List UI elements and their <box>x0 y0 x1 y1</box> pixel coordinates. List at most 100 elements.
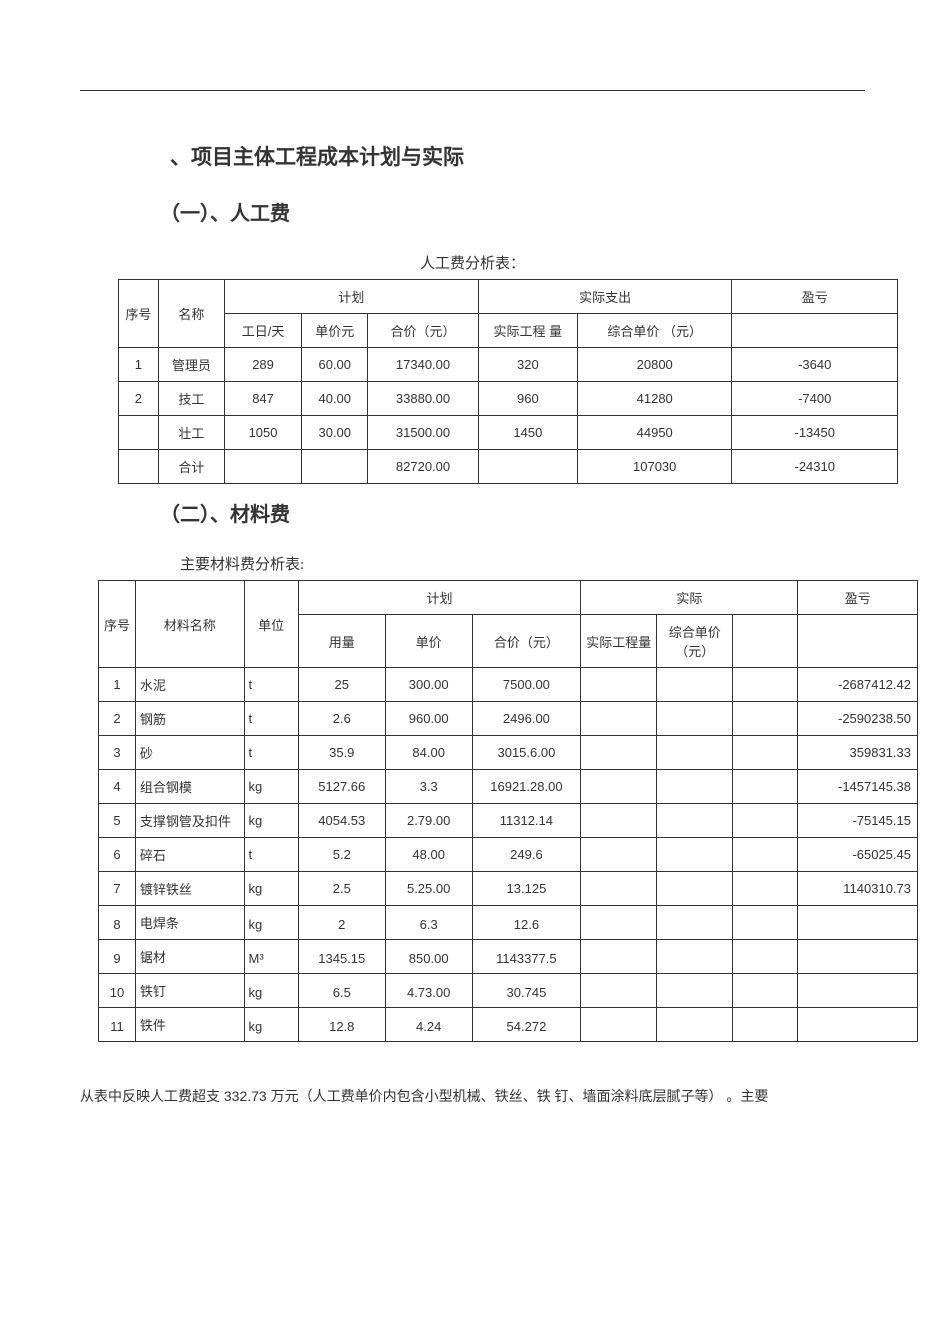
cell-qty: 6.5 <box>298 974 385 1008</box>
cell-x <box>733 872 798 906</box>
cell-pl <box>798 1008 918 1042</box>
cell-qty: 2.5 <box>298 872 385 906</box>
table-row: 7镀锌铁丝kg2.55.25.0013.1251140310.73 <box>99 872 918 906</box>
cell-au <box>657 906 733 940</box>
cell-x <box>733 804 798 838</box>
cell-price: 4.73.00 <box>385 974 472 1008</box>
cell-au <box>657 702 733 736</box>
cell-name: 电焊条 <box>135 906 244 940</box>
cell-au <box>657 872 733 906</box>
table-row: 合计82720.00107030-24310 <box>119 450 898 484</box>
cell-tot: 249.6 <box>472 838 581 872</box>
table-row: 11铁件kg12.84.2454.272 <box>99 1008 918 1042</box>
cell-up: 40.00 <box>302 382 368 416</box>
section-2-heading: （二）、材料费 <box>160 498 865 527</box>
cell-seq: 6 <box>99 838 136 872</box>
cell-name: 钢筋 <box>135 702 244 736</box>
cell-price: 960.00 <box>385 702 472 736</box>
cell-name: 镀锌铁丝 <box>135 872 244 906</box>
cell-aq <box>581 1008 657 1042</box>
cell-aq <box>581 872 657 906</box>
table-row: 4组合钢模kg5127.663.316921.28.00-1457145.38 <box>99 770 918 804</box>
th2-actunit: 综合单价（元） <box>657 615 733 668</box>
cell-x <box>733 974 798 1008</box>
cell-pl: 359831.33 <box>798 736 918 770</box>
cell-unit: t <box>244 702 298 736</box>
cell-tot: 30.745 <box>472 974 581 1008</box>
cell-price: 48.00 <box>385 838 472 872</box>
cell-name: 铁钉 <box>135 974 244 1008</box>
th2-extra <box>733 615 798 668</box>
cell-au <box>657 668 733 702</box>
cell-qty: 1345.15 <box>298 940 385 974</box>
section-1-heading: （一）、人工费 <box>160 197 865 226</box>
cell-seq: 8 <box>99 906 136 940</box>
cell-wd: 847 <box>224 382 301 416</box>
cell-price: 84.00 <box>385 736 472 770</box>
top-rule <box>80 90 865 91</box>
cell-up <box>302 450 368 484</box>
th-actqty: 实际工程 量 <box>478 314 577 348</box>
table-row: 6碎石t5.248.00249.6-65025.45 <box>99 838 918 872</box>
cell-name: 壮工 <box>158 416 224 450</box>
cell-name: 砂 <box>135 736 244 770</box>
cell-price: 4.24 <box>385 1008 472 1042</box>
th2-plan: 计划 <box>298 581 580 615</box>
cell-au: 41280 <box>577 382 731 416</box>
cell-aq <box>581 906 657 940</box>
cell-name: 铁件 <box>135 1008 244 1042</box>
th2-unit: 单位 <box>244 581 298 668</box>
cell-unit: kg <box>244 804 298 838</box>
cell-aq: 960 <box>478 382 577 416</box>
cell-seq <box>119 416 159 450</box>
cell-pl: -65025.45 <box>798 838 918 872</box>
cell-up: 60.00 <box>302 348 368 382</box>
cell-seq: 3 <box>99 736 136 770</box>
cell-au <box>657 736 733 770</box>
th-plan: 计划 <box>224 280 478 314</box>
th2-actqty: 实际工程量 <box>581 615 657 668</box>
cell-pl: -24310 <box>732 450 898 484</box>
summary-paragraph: 从表中反映人工费超支 332.73 万元（人工费单价内包含小型机械、铁丝、铁 钉… <box>80 1082 865 1110</box>
cell-x <box>733 1008 798 1042</box>
cell-tot: 11312.14 <box>472 804 581 838</box>
cell-unit: t <box>244 838 298 872</box>
cell-tot: 33880.00 <box>368 382 478 416</box>
cell-aq <box>581 770 657 804</box>
cell-tot: 54.272 <box>472 1008 581 1042</box>
cell-seq <box>119 450 159 484</box>
th-name: 名称 <box>158 280 224 348</box>
cell-tot: 16921.28.00 <box>472 770 581 804</box>
cell-name: 支撑钢管及扣件 <box>135 804 244 838</box>
cell-tot: 2496.00 <box>472 702 581 736</box>
cell-seq: 1 <box>119 348 159 382</box>
cell-x <box>733 770 798 804</box>
th-workday: 工日/天 <box>224 314 301 348</box>
labor-cost-table: 序号 名称 计划 实际支出 盈亏 工日/天 单价元 合价（元） 实际工程 量 综… <box>118 279 898 484</box>
document-page: 、项目主体工程成本计划与实际 （一）、人工费 人工费分析表： 序号 名称 计划 … <box>0 0 945 1170</box>
table-row: 9锯材M³1345.15850.001143377.5 <box>99 940 918 974</box>
cell-pl: -75145.15 <box>798 804 918 838</box>
table-row: 壮工105030.0031500.00145044950-13450 <box>119 416 898 450</box>
cell-qty: 25 <box>298 668 385 702</box>
th-unitprice: 单价元 <box>302 314 368 348</box>
cell-qty: 2.6 <box>298 702 385 736</box>
table-2-title: 主要材料费分析表: <box>180 553 865 574</box>
cell-seq: 2 <box>119 382 159 416</box>
cell-pl: 1140310.73 <box>798 872 918 906</box>
th2-total: 合价（元） <box>472 615 581 668</box>
cell-tot: 82720.00 <box>368 450 478 484</box>
cell-au <box>657 804 733 838</box>
cell-aq <box>581 668 657 702</box>
cell-aq <box>478 450 577 484</box>
th2-pl-blank <box>798 615 918 668</box>
table-row: 1管理员28960.0017340.0032020800-3640 <box>119 348 898 382</box>
cell-name: 碎石 <box>135 838 244 872</box>
cell-aq: 320 <box>478 348 577 382</box>
cell-seq: 7 <box>99 872 136 906</box>
cell-tot: 1143377.5 <box>472 940 581 974</box>
table-row: 1水泥t25300.007500.00-2687412.42 <box>99 668 918 702</box>
cell-au <box>657 838 733 872</box>
cell-tot: 13.125 <box>472 872 581 906</box>
cell-unit: kg <box>244 974 298 1008</box>
